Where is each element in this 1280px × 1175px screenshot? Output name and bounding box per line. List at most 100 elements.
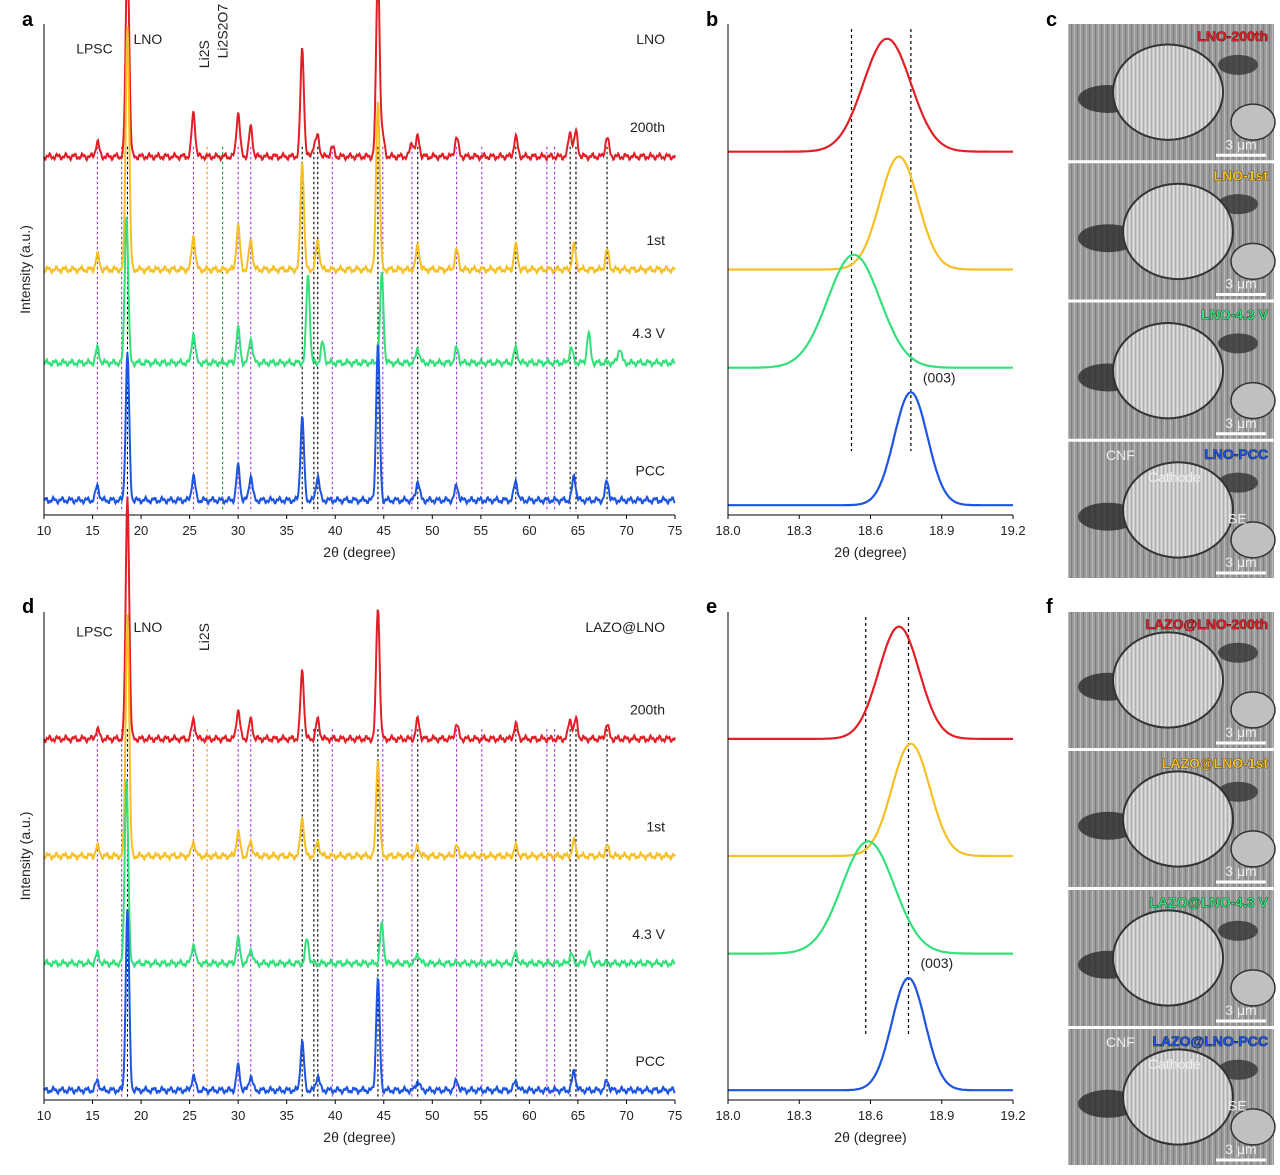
series-label: PCC bbox=[635, 463, 665, 479]
x-tick-label: 25 bbox=[182, 1108, 196, 1123]
x-tick-label: 45 bbox=[377, 1108, 391, 1123]
cathode-grain bbox=[1112, 631, 1224, 729]
series-line-4.3V bbox=[43, 779, 676, 970]
series-line-1st bbox=[728, 155, 1013, 271]
pore bbox=[1218, 54, 1258, 75]
x-tick-label: 50 bbox=[425, 1108, 439, 1123]
series-line-200th bbox=[43, 496, 676, 745]
series-label: 1st bbox=[646, 819, 665, 835]
cathode-grain bbox=[1122, 461, 1234, 559]
panel-letter-f: f bbox=[1046, 596, 1053, 618]
sem-tile-label: LNO-200th bbox=[1197, 28, 1268, 44]
scale-bar-label: 3 μm bbox=[1225, 1002, 1256, 1018]
scale-bar-label: 3 μm bbox=[1225, 724, 1256, 740]
chart-tag: LAZO@LNO bbox=[585, 619, 665, 635]
scale-bar-label: 3 μm bbox=[1225, 1141, 1256, 1157]
chart-tag: LNO bbox=[636, 31, 665, 47]
cathode-grain bbox=[1230, 691, 1276, 729]
x-tick-label: 18.0 bbox=[715, 1108, 740, 1123]
sem-tile: LNO-200th 3 μm bbox=[1068, 24, 1276, 161]
x-tick-label: 60 bbox=[522, 1108, 536, 1123]
peak-label: (003) bbox=[921, 955, 954, 971]
sem-tile: LNO-1st 3 μm bbox=[1068, 163, 1276, 300]
panel-letter-b: b bbox=[706, 9, 718, 31]
sem-tile: LNO-PCC 3 μm CNF Cathode SE bbox=[1068, 441, 1276, 578]
x-tick-label: 19.2 bbox=[1000, 1108, 1025, 1123]
x-tick-label: 18.0 bbox=[715, 523, 740, 538]
sem-tile-label: LNO-1st bbox=[1214, 167, 1269, 183]
zoom-panel-b: (003) 18.0 18.3 18.6 18.9 19.2 2θ (degree) bbox=[715, 24, 1026, 560]
series-line-200th bbox=[728, 625, 1013, 740]
series-label: 200th bbox=[630, 119, 665, 135]
x-tick-label: 70 bbox=[619, 523, 633, 538]
pore bbox=[1218, 194, 1258, 215]
x-tick-label: 18.6 bbox=[858, 523, 883, 538]
xrd-panel-d: 200th 1st 4.3 V PCC 10 15 20 25 30 35 40 45 50 55 60 65… bbox=[17, 496, 682, 1145]
x-tick-label: 60 bbox=[522, 523, 536, 538]
x-tick-label: 40 bbox=[328, 523, 342, 538]
cathode-grain bbox=[1230, 521, 1276, 559]
x-tick-label: 20 bbox=[134, 523, 148, 538]
peak-label: LNO bbox=[133, 619, 162, 635]
peak-label: LNO bbox=[133, 31, 162, 47]
x-axis-label: 2θ (degree) bbox=[834, 544, 906, 560]
x-axis-label: 2θ (degree) bbox=[834, 1129, 906, 1145]
pore bbox=[1218, 333, 1258, 354]
x-tick-label: 18.6 bbox=[858, 1108, 883, 1123]
series-label: 4.3 V bbox=[632, 926, 665, 942]
cathode-grain bbox=[1122, 1048, 1234, 1146]
series-label: PCC bbox=[635, 1053, 665, 1069]
series-label: 200th bbox=[630, 701, 665, 717]
scale-bar-label: 3 μm bbox=[1225, 276, 1256, 292]
y-axis-label: Intensity (a.u.) bbox=[17, 225, 33, 314]
sem-annotation: SE bbox=[1228, 1098, 1247, 1114]
series-line-4.3V bbox=[728, 253, 1013, 369]
x-tick-label: 55 bbox=[474, 523, 488, 538]
li2s-label: Li2S bbox=[196, 40, 212, 68]
scale-bar-label: 3 μm bbox=[1225, 415, 1256, 431]
x-tick-label: 35 bbox=[279, 1108, 293, 1123]
sem-annotation: CNF bbox=[1106, 447, 1135, 463]
sem-tile: LAZO@LNO-1st 3 μm bbox=[1068, 751, 1276, 887]
pore bbox=[1218, 642, 1258, 663]
x-axis-label: 2θ (degree) bbox=[323, 1129, 395, 1145]
cathode-grain bbox=[1230, 969, 1276, 1007]
sem-annotation: Cathode bbox=[1148, 1056, 1201, 1072]
cathode-grain bbox=[1230, 381, 1276, 420]
series-line-PCC bbox=[43, 908, 676, 1096]
series-label: 1st bbox=[646, 232, 665, 248]
series-line-1st bbox=[43, 614, 676, 862]
x-tick-label: 25 bbox=[182, 523, 196, 538]
pore bbox=[1218, 920, 1258, 941]
scale-bar-label: 3 μm bbox=[1225, 554, 1256, 570]
x-tick-label: 65 bbox=[571, 523, 585, 538]
cathode-grain bbox=[1230, 242, 1276, 281]
scale-bar-label: 3 μm bbox=[1225, 136, 1256, 152]
cathode-grain bbox=[1112, 321, 1224, 420]
sem-tile-label: LAZO@LNO-PCC bbox=[1152, 1033, 1268, 1049]
x-tick-label: 35 bbox=[279, 523, 293, 538]
sem-tile-label: LAZO@LNO-1st bbox=[1162, 755, 1269, 771]
x-tick-label: 10 bbox=[37, 1108, 51, 1123]
series-line-200th bbox=[728, 37, 1013, 153]
series-line-1st bbox=[43, 26, 676, 276]
sem-annotation: Cathode bbox=[1148, 469, 1201, 485]
series-line-PCC bbox=[43, 344, 676, 506]
cathode-grain bbox=[1122, 770, 1234, 868]
x-tick-label: 30 bbox=[231, 523, 245, 538]
x-tick-label: 18.9 bbox=[929, 523, 954, 538]
cathode-grain bbox=[1112, 43, 1224, 141]
sem-tile-label: LNO-PCC bbox=[1204, 446, 1268, 462]
x-tick-label: 30 bbox=[231, 1108, 245, 1123]
series-line-4.3V bbox=[43, 216, 676, 369]
xrd-panel-a: 200th 1st 4.3 V PCC 10 15 20 25 30 35 40 45 50 55 60 65… bbox=[17, 0, 682, 560]
x-tick-label: 18.3 bbox=[787, 1108, 812, 1123]
li2s2o7-label: Li2S2O7 bbox=[215, 4, 231, 59]
x-tick-label: 15 bbox=[85, 1108, 99, 1123]
sem-annotation: SE bbox=[1228, 511, 1247, 527]
x-tick-label: 70 bbox=[619, 1108, 633, 1123]
peak-label: (003) bbox=[923, 369, 956, 385]
sem-tile: LAZO@LNO-4.3 V 3 μm bbox=[1068, 890, 1276, 1026]
sem-tile-label: LNO-4.3 V bbox=[1201, 307, 1269, 323]
sem-tile-label: LAZO@LNO-200th bbox=[1145, 616, 1268, 632]
